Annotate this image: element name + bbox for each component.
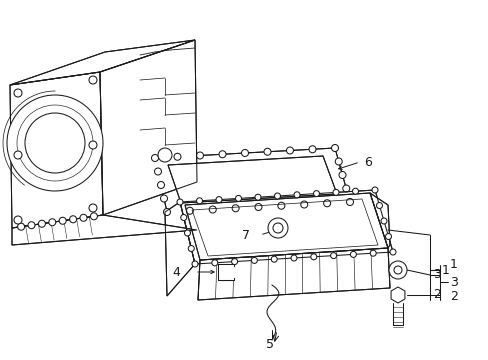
Circle shape — [18, 223, 24, 230]
Circle shape — [158, 148, 172, 162]
Circle shape — [49, 219, 56, 226]
Circle shape — [177, 199, 183, 205]
Circle shape — [209, 206, 216, 213]
Circle shape — [331, 144, 338, 152]
Circle shape — [188, 246, 194, 252]
Circle shape — [290, 255, 296, 261]
Polygon shape — [223, 267, 234, 277]
Text: 1: 1 — [441, 264, 449, 276]
Polygon shape — [164, 202, 195, 296]
Text: 3: 3 — [432, 269, 440, 282]
Circle shape — [14, 151, 22, 159]
Text: 2: 2 — [449, 291, 457, 303]
Polygon shape — [198, 248, 389, 300]
Circle shape — [308, 146, 315, 153]
Circle shape — [231, 258, 237, 265]
Circle shape — [267, 218, 287, 238]
Circle shape — [90, 213, 97, 220]
Circle shape — [271, 256, 277, 262]
Polygon shape — [155, 148, 349, 212]
Circle shape — [338, 171, 346, 179]
Circle shape — [211, 260, 217, 266]
Circle shape — [28, 222, 35, 229]
Text: 1: 1 — [449, 258, 457, 271]
Circle shape — [389, 249, 395, 255]
Circle shape — [332, 189, 338, 195]
Circle shape — [196, 198, 202, 204]
Circle shape — [184, 230, 190, 236]
Circle shape — [277, 202, 285, 209]
Circle shape — [274, 193, 280, 199]
Circle shape — [163, 208, 170, 216]
Circle shape — [160, 195, 167, 202]
Circle shape — [181, 215, 186, 220]
Circle shape — [235, 195, 241, 201]
Circle shape — [17, 105, 93, 181]
Circle shape — [14, 216, 22, 224]
Circle shape — [323, 200, 330, 207]
Circle shape — [251, 257, 257, 264]
Circle shape — [232, 205, 239, 212]
Circle shape — [7, 95, 103, 191]
Circle shape — [154, 168, 161, 175]
Text: 4: 4 — [172, 266, 180, 279]
Circle shape — [286, 147, 293, 154]
Circle shape — [335, 158, 342, 165]
Circle shape — [80, 214, 87, 221]
Circle shape — [310, 254, 316, 260]
Circle shape — [192, 261, 198, 267]
Circle shape — [186, 207, 193, 214]
Circle shape — [380, 218, 386, 224]
Circle shape — [174, 153, 181, 160]
Polygon shape — [184, 193, 387, 260]
Circle shape — [346, 198, 353, 206]
Circle shape — [39, 220, 45, 227]
Circle shape — [151, 154, 158, 162]
Polygon shape — [10, 40, 195, 85]
Circle shape — [342, 185, 349, 192]
Circle shape — [352, 188, 358, 194]
Polygon shape — [390, 287, 404, 303]
Circle shape — [25, 113, 85, 173]
Circle shape — [219, 151, 225, 158]
Circle shape — [14, 89, 22, 97]
Circle shape — [350, 251, 356, 257]
Circle shape — [300, 201, 307, 208]
Text: 2: 2 — [432, 288, 440, 302]
Circle shape — [89, 141, 97, 149]
Text: 6: 6 — [363, 156, 371, 168]
Circle shape — [157, 181, 164, 189]
Circle shape — [293, 192, 299, 198]
Polygon shape — [369, 193, 389, 248]
Polygon shape — [100, 40, 197, 215]
Circle shape — [216, 197, 222, 203]
Circle shape — [254, 203, 262, 211]
Circle shape — [196, 152, 203, 159]
Polygon shape — [180, 190, 392, 264]
Polygon shape — [218, 264, 234, 280]
Text: 7: 7 — [242, 229, 249, 242]
Circle shape — [376, 202, 382, 208]
Circle shape — [330, 253, 336, 258]
Circle shape — [393, 266, 401, 274]
Text: 3: 3 — [449, 275, 457, 288]
Circle shape — [241, 149, 248, 157]
Circle shape — [371, 187, 377, 193]
Circle shape — [89, 204, 97, 212]
Polygon shape — [12, 215, 197, 245]
Circle shape — [369, 250, 375, 256]
Polygon shape — [168, 156, 336, 203]
Text: 5: 5 — [265, 338, 273, 351]
Circle shape — [388, 261, 406, 279]
Circle shape — [264, 148, 270, 155]
Circle shape — [272, 223, 283, 233]
Circle shape — [385, 234, 391, 239]
Circle shape — [69, 216, 77, 223]
Polygon shape — [10, 72, 103, 228]
Circle shape — [89, 76, 97, 84]
Circle shape — [313, 190, 319, 197]
Circle shape — [254, 194, 261, 200]
Circle shape — [59, 217, 66, 224]
